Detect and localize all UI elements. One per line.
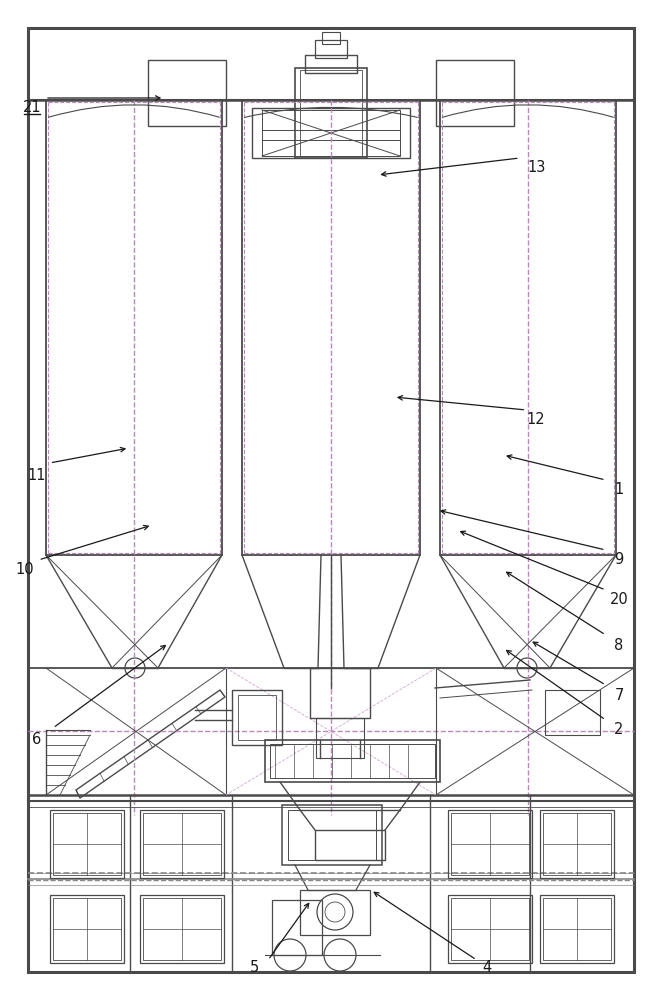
Bar [140,895,224,963]
Bar [451,813,529,875]
Text: 9: 9 [614,552,624,568]
Text: 7: 7 [614,688,624,702]
Text: 5: 5 [250,960,260,974]
Bar [310,668,370,718]
Bar [53,898,121,960]
Bar [451,898,529,960]
Bar [143,898,221,960]
Bar [252,108,410,158]
Bar [440,100,616,555]
Text: 8: 8 [614,638,624,652]
Text: 12: 12 [527,412,545,428]
Bar [272,900,322,955]
Text: 20: 20 [610,592,628,607]
Bar [436,60,514,126]
Text: 13: 13 [527,160,545,176]
Bar [300,890,370,935]
Bar [50,895,124,963]
Bar [265,740,440,782]
Text: 10: 10 [16,562,34,578]
Bar [143,813,221,875]
Bar [140,810,224,878]
Bar [300,70,362,156]
Bar [232,690,282,745]
Text: 11: 11 [27,468,46,483]
Bar [316,718,364,758]
Bar [448,810,532,878]
Bar [242,100,420,555]
Bar [543,898,611,960]
Text: 4: 4 [482,960,491,974]
Bar [46,100,222,555]
Bar [28,28,634,100]
Bar [540,810,614,878]
Bar [295,68,367,158]
Bar [270,744,435,778]
Bar [288,810,376,860]
Bar [543,813,611,875]
Bar [322,32,340,44]
Bar [238,695,276,740]
Bar [315,830,385,860]
Bar [305,55,357,73]
Bar [545,690,600,735]
Text: 21: 21 [23,101,41,115]
Bar [262,110,400,156]
Bar [282,805,382,865]
Bar [315,40,347,58]
Text: 1: 1 [614,483,624,497]
Bar [50,810,124,878]
Bar [448,895,532,963]
Bar [148,60,226,126]
Bar [53,813,121,875]
Text: 2: 2 [614,722,624,738]
Bar [540,895,614,963]
Text: 6: 6 [32,732,41,748]
